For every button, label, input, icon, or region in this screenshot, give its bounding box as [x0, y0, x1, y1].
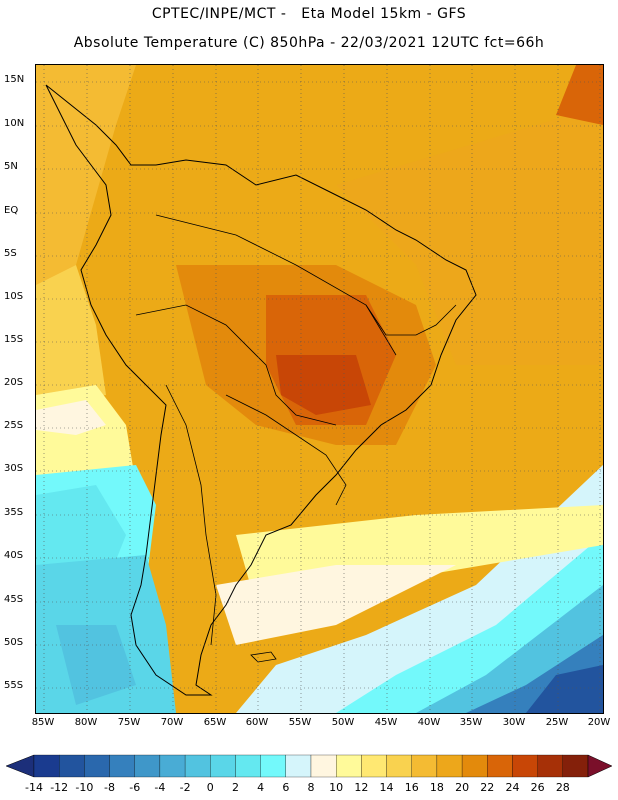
temperature-field-map [36, 65, 603, 713]
field-band-14 [36, 265, 106, 405]
colorbar-swatch [562, 754, 589, 778]
border-line-5 [365, 304, 457, 336]
field-band-18 [336, 105, 603, 365]
colorbar-tick-label: 4 [257, 781, 265, 794]
lon-label: 35W [459, 717, 483, 728]
colorbar-tick-label: 24 [505, 781, 520, 794]
colorbar-swatch [159, 754, 186, 778]
colorbar-swatch [512, 754, 538, 778]
field-band-24 [276, 355, 371, 415]
colorbar-tick-label: 2 [231, 781, 239, 794]
colorbar-tick-label: 26 [530, 781, 545, 794]
colorbar-tick-label: 22 [480, 781, 495, 794]
border-line-1 [155, 214, 397, 356]
lat-label: 10S [4, 291, 24, 302]
colorbar-swatch [310, 754, 337, 778]
south-america-outline [45, 84, 477, 696]
colorbar-tick-label: -10 [75, 781, 94, 794]
colorbar-tick-label: 20 [455, 781, 470, 794]
lat-label: 45S [4, 594, 24, 605]
field-band-m12 [526, 665, 603, 713]
chart-title-line1: CPTEC/INPE/MCT - Eta Model 15km - GFS [151, 6, 467, 22]
colorbar-tick-label: 12 [354, 781, 369, 794]
colorbar-swatch [487, 754, 513, 778]
colorbar-swatch [260, 754, 286, 778]
colorbar-tick-label: 18 [429, 781, 444, 794]
colorbar-swatch [84, 754, 110, 778]
lon-label: 30W [502, 717, 526, 728]
colorbar-tick-label: -8 [104, 781, 116, 794]
colorbar-tick-label: 0 [206, 781, 214, 794]
lat-label: 40S [4, 550, 24, 561]
lon-label: 25W [545, 717, 569, 728]
lon-label: 40W [417, 717, 441, 728]
colorbar-swatch [235, 754, 261, 778]
colorbar-swatch [537, 754, 563, 778]
lat-label: 25S [4, 420, 24, 431]
colorbar-swatch [411, 754, 438, 778]
lat-label: 30S [4, 463, 24, 474]
lat-label: 5S [4, 248, 17, 259]
field-band-22b [556, 65, 603, 125]
lon-label: 80W [74, 717, 98, 728]
lon-label: 55W [288, 717, 312, 728]
temperature-colorbar [5, 754, 613, 778]
lat-label: 15S [4, 334, 24, 345]
colorbar-over-arrow [587, 754, 613, 778]
lat-label: 55S [4, 680, 24, 691]
colorbar-tick-label: 16 [404, 781, 419, 794]
colorbar-tick-label: -4 [154, 781, 166, 794]
colorbar-swatch [59, 754, 85, 778]
lat-label: 20S [4, 377, 24, 388]
lat-label: 10N [4, 118, 25, 129]
colorbar-tick-label: 14 [379, 781, 394, 794]
chart-title-line2: Absolute Temperature (C) 850hPa - 22/03/… [73, 35, 545, 51]
falkland-islands-outline [250, 651, 277, 663]
colorbar-swatch [461, 754, 488, 778]
colorbar-swatch [361, 754, 387, 778]
lon-label: 50W [331, 717, 355, 728]
lon-label: 65W [203, 717, 227, 728]
field-band-16 [36, 65, 136, 305]
border-line-4 [225, 394, 347, 506]
colorbar-tick-label: -12 [50, 781, 69, 794]
lat-label: EQ [4, 205, 19, 216]
map-panel[interactable] [35, 64, 604, 714]
colorbar-swatch [436, 754, 463, 778]
colorbar-tick-label: 10 [329, 781, 344, 794]
lon-label: 45W [374, 717, 398, 728]
lat-label: 5N [4, 161, 18, 172]
lon-label: 20W [587, 717, 611, 728]
colorbar-swatch [386, 754, 412, 778]
field-band-8b [216, 565, 456, 645]
colorbar-swatch [336, 754, 362, 778]
colorbar-tick-label: -6 [129, 781, 141, 794]
colorbar-tick-label: -14 [25, 781, 43, 794]
colorbar-swatch [109, 754, 135, 778]
lon-label: 85W [31, 717, 55, 728]
colorbar-tick-label: 8 [307, 781, 315, 794]
lat-label: 50S [4, 637, 24, 648]
border-line-2 [135, 304, 337, 426]
lon-label: 70W [160, 717, 184, 728]
lat-label: 35S [4, 507, 24, 518]
colorbar-tick-label: 6 [282, 781, 290, 794]
lat-lon-grid [36, 65, 603, 713]
colorbar-swatch [210, 754, 236, 778]
colorbar-swatch [184, 754, 211, 778]
lat-label: 15N [4, 74, 25, 85]
colorbar-swatch [33, 754, 60, 778]
border-line-3 [165, 384, 217, 646]
colorbar-swatch [285, 754, 312, 778]
colorbar-under-arrow [5, 754, 35, 778]
colorbar-swatch [134, 754, 161, 778]
colorbar-tick-label: 28 [555, 781, 570, 794]
field-band-8a [36, 400, 106, 435]
colorbar-tick-label: -2 [179, 781, 191, 794]
lon-label: 75W [117, 717, 141, 728]
lon-label: 60W [245, 717, 269, 728]
